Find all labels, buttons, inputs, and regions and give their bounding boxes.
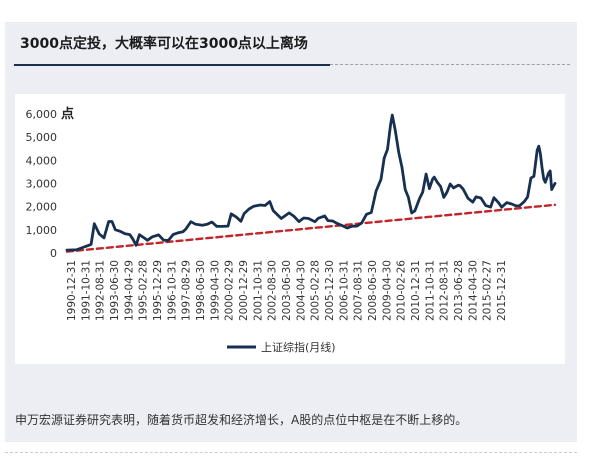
x-tick-label: 1992-08-31 bbox=[95, 260, 107, 321]
y-axis-unit: 点 bbox=[61, 106, 74, 122]
x-tick-label: 2005-12-30 bbox=[324, 260, 336, 321]
y-tick-label: 2,000 bbox=[26, 201, 58, 214]
x-tick-label: 2003-06-30 bbox=[281, 260, 293, 321]
y-axis-ticks: 0 1,000 2,000 3,000 4,000 5,000 6,000 bbox=[26, 108, 58, 260]
y-tick-label: 5,000 bbox=[26, 131, 58, 144]
legend: 上证综指(月线) bbox=[227, 340, 336, 354]
series-layer bbox=[65, 113, 557, 253]
x-tick-label: 1995-12-29 bbox=[152, 260, 164, 321]
headline: 3000点定投，大概率可以在3000点以上离场 bbox=[20, 36, 308, 52]
x-tick-label: 2005-02-28 bbox=[310, 260, 322, 321]
footer-divider bbox=[5, 452, 577, 453]
x-tick-label: 2015-02-27 bbox=[482, 260, 494, 321]
x-tick-label: 2010-02-26 bbox=[396, 260, 408, 321]
x-tick-label: 1997-08-29 bbox=[181, 260, 193, 321]
x-tick-label: 2011-10-31 bbox=[424, 260, 436, 321]
x-tick-label: 1995-02-28 bbox=[138, 260, 150, 321]
x-tick-label: 2008-06-30 bbox=[367, 260, 379, 321]
caption: 申万宏源证券研究表明，随着货币超发和经济增长，A股的点位中枢是在不断上移的。 bbox=[15, 413, 468, 427]
x-tick-label: 1994-04-29 bbox=[123, 260, 135, 321]
x-axis-ticks: 1990-12-31 1991-10-31 1992-08-31 1993-06-30… bbox=[66, 260, 508, 321]
x-tick-label: 2001-10-31 bbox=[252, 260, 264, 321]
legend-label: 上证综指(月线) bbox=[261, 340, 336, 354]
y-tick-label: 3,000 bbox=[26, 178, 58, 191]
x-tick-label: 2013-06-28 bbox=[453, 260, 465, 321]
x-tick-label: 2000-02-29 bbox=[224, 260, 236, 321]
x-tick-label: 2006-10-31 bbox=[338, 260, 350, 321]
x-tick-label: 2010-12-31 bbox=[410, 260, 422, 321]
x-tick-label: 1991-10-31 bbox=[80, 260, 92, 321]
headline-dotted-rule bbox=[330, 64, 570, 65]
x-tick-label: 1993-06-30 bbox=[109, 260, 121, 321]
x-tick-label: 2000-12-29 bbox=[238, 260, 250, 321]
x-tick-label: 1999-04-30 bbox=[209, 260, 221, 321]
trend-line bbox=[65, 203, 557, 253]
x-tick-label: 1990-12-31 bbox=[66, 260, 78, 321]
x-tick-label: 2007-08-31 bbox=[353, 260, 365, 321]
chart: 0 1,000 2,000 3,000 4,000 5,000 6,000 点 1990-1… bbox=[26, 106, 557, 354]
x-tick-label: 2012-08-31 bbox=[439, 260, 451, 321]
y-tick-label: 4,000 bbox=[26, 154, 58, 167]
x-tick-label: 1996-10-31 bbox=[166, 260, 178, 321]
x-tick-label: 2002-08-30 bbox=[267, 260, 279, 321]
y-tick-label: 1,000 bbox=[26, 224, 58, 237]
x-tick-label: 2009-04-30 bbox=[381, 260, 393, 321]
x-tick-label: 2014-04-30 bbox=[467, 260, 479, 321]
x-tick-label: 1998-06-30 bbox=[195, 260, 207, 321]
y-tick-label: 0 bbox=[50, 247, 57, 260]
y-tick-label: 6,000 bbox=[26, 108, 58, 121]
x-tick-label: 2004-04-30 bbox=[295, 260, 307, 321]
headline-underline bbox=[14, 64, 330, 66]
series-line-shanghai-composite bbox=[65, 113, 557, 252]
x-tick-label: 2015-12-31 bbox=[496, 260, 508, 321]
chart-panel: 0 1,000 2,000 3,000 4,000 5,000 6,000 点 1990-1… bbox=[15, 94, 565, 364]
